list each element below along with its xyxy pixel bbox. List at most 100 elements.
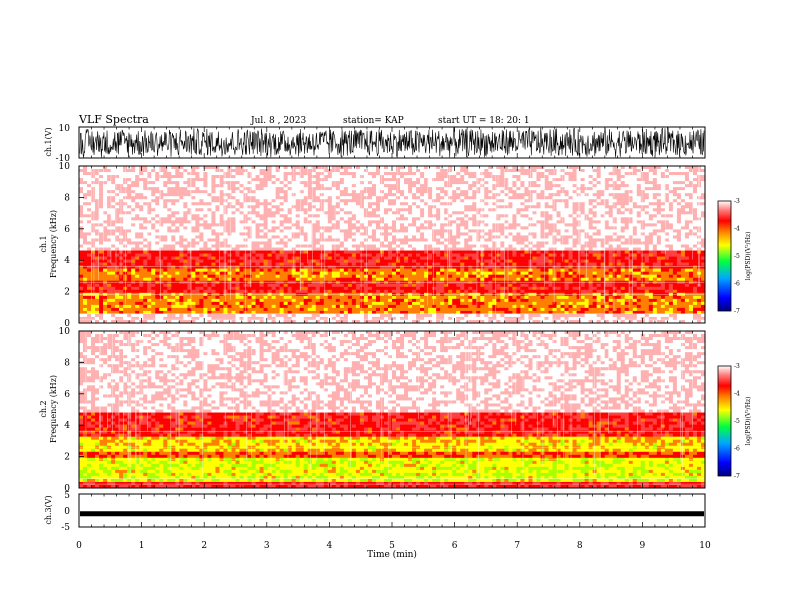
ch1-spectrogram-cell — [215, 187, 220, 191]
ch1-spectrogram-cell — [91, 217, 96, 221]
ch1-spectrogram-cell — [335, 235, 341, 239]
ch1-spectrogram-cell — [351, 241, 357, 245]
ch1-spectrogram-cell — [700, 232, 706, 236]
ch1-spectrogram-cell — [323, 193, 329, 197]
ch1-spectrogram-cell — [480, 178, 485, 182]
ch1-spectrogram-cell — [648, 250, 654, 254]
ch1-spectrogram-cell — [472, 190, 477, 194]
ch1-spectrogram-cell — [468, 253, 473, 257]
ch1-spectrogram-cell — [500, 172, 505, 176]
ch1-spectrogram-cell — [440, 235, 445, 239]
ch1-spectrogram-cell — [404, 181, 409, 185]
ch1-spectrogram-cell — [556, 211, 561, 215]
ch1-spectrogram-cell — [580, 232, 585, 236]
ch1-spectrogram-cell — [251, 199, 256, 203]
ch1-spectrogram-cell — [143, 259, 148, 263]
ch1-spectrogram-cell — [604, 208, 609, 212]
ch1-spectrogram-cell — [644, 202, 650, 206]
ch1-spectrogram-cell — [267, 244, 272, 248]
ch1-spectrogram-cell — [516, 175, 521, 179]
ch1-spectrogram-cell — [323, 178, 329, 182]
ch1-spectrogram-cell — [412, 250, 417, 254]
ch1-spectrogram-cell — [307, 199, 313, 203]
ch1-spectrogram-cell — [552, 244, 557, 248]
ch1-spectrogram-cell — [468, 199, 473, 203]
ch1-spectrogram-cell — [484, 178, 489, 182]
ch1-spectrogram-cell — [592, 187, 597, 191]
ch1-spectrogram-cell — [287, 217, 292, 221]
ch1-spectrogram-cell — [151, 241, 156, 245]
ch1-spectrogram-cell — [107, 169, 112, 173]
ch1-spectrogram-cell — [103, 205, 108, 209]
ch1-spectrogram-cell — [387, 187, 393, 191]
ch1-spectrogram-cell — [420, 196, 425, 200]
ch1-spectrogram-cell — [668, 184, 674, 188]
ch1-spectrogram-cell — [588, 184, 593, 188]
ch1-spectrogram-cell — [211, 232, 216, 236]
ch1-spectrogram-cell — [91, 166, 96, 170]
ch1-spectrogram-cell — [596, 223, 601, 227]
ch1-spectrogram-cell — [436, 232, 441, 236]
ch1-spectrogram-cell — [392, 202, 397, 206]
ch1-spectrogram-cell — [339, 229, 345, 233]
ch1-spectrogram-cell — [532, 259, 537, 263]
ch1-spectrogram-cell — [363, 229, 369, 233]
ch1-spectrogram-cell — [452, 214, 457, 218]
ch1-spectrogram-cell — [151, 187, 156, 191]
ch1-spectrogram-cell — [183, 259, 188, 263]
ch1-spectrogram-cell — [508, 226, 513, 230]
ch1-spectrogram-cell — [327, 208, 333, 212]
ch1-spectrogram-cell — [151, 235, 156, 239]
ch1-spectrogram-cell — [644, 196, 650, 200]
ch1-spectrogram-cell — [279, 241, 284, 245]
ch1-spectrogram-cell — [319, 253, 325, 257]
ch1-spectrogram-cell — [95, 241, 100, 245]
ch1-spectrogram-cell — [552, 169, 557, 173]
ch1-spectrogram-cell — [400, 247, 405, 251]
ch1-spectrogram-cell — [347, 205, 353, 209]
ch1-spectrogram-cell — [195, 181, 200, 185]
ch1-spectrogram-cell — [444, 172, 449, 176]
ch1-spectrogram-cell — [375, 244, 381, 248]
ch1-spectrogram-cell — [512, 196, 517, 200]
ch1-spectrogram-cell — [604, 238, 609, 242]
ch1-spectrogram-cell — [179, 169, 184, 173]
ch1-spectrogram-cell — [504, 259, 509, 263]
ch1-spectrogram-cell — [335, 238, 341, 242]
ch1-spectrogram-cell — [440, 223, 445, 227]
ch1-spectrogram-cell — [319, 223, 325, 227]
ch1-spectrogram-cell — [359, 190, 365, 194]
ch1-spectrogram-cell — [339, 211, 345, 215]
ch1-spectrogram-cell — [367, 202, 373, 206]
ch1-spectrogram-cell — [311, 205, 317, 209]
ch1-spectrogram-cell — [87, 178, 92, 182]
ch1-spectrogram-cell — [227, 253, 232, 257]
ch1-spectrogram-cell — [692, 220, 698, 224]
ch1-spectrogram-cell — [548, 181, 553, 185]
ch1-spectrogram-cell — [468, 235, 473, 239]
ch1-spectrogram-cell — [436, 181, 441, 185]
ch1-spectrogram-cell — [91, 226, 96, 230]
ch1-spectrogram-cell — [95, 196, 100, 200]
ch1-spectrogram-cell — [644, 247, 650, 251]
ch1-spectrogram-cell — [115, 178, 120, 182]
ch1-spectrogram-cell — [367, 178, 373, 182]
ch1-spectrogram-cell — [375, 250, 381, 254]
ch1-spectrogram-cell — [135, 166, 140, 170]
ch1-spectrogram-cell — [632, 187, 638, 191]
ch1-spectrogram-cell — [359, 178, 365, 182]
ch1-spectrogram-cell — [195, 241, 200, 245]
ch1-spectrogram-cell — [540, 247, 545, 251]
ch1-spectrogram-cell — [420, 244, 425, 248]
ch1-spectrogram-cell — [544, 193, 549, 197]
ch1-spectrogram-cell — [600, 187, 605, 191]
ch1-spectrogram-cell — [195, 172, 200, 176]
ch1-spectrogram-cell — [355, 232, 361, 236]
ch1-spectrogram-cell — [159, 205, 164, 209]
ch1-spectrogram-cell — [271, 247, 276, 251]
ch1-spectrogram-cell — [444, 256, 449, 260]
ch1-spectrogram-cell — [367, 226, 373, 230]
ch1-spectrogram-cell — [628, 250, 634, 254]
ch1-spectrogram-cell — [199, 259, 204, 263]
ch1-spectrogram-cell — [520, 220, 525, 224]
